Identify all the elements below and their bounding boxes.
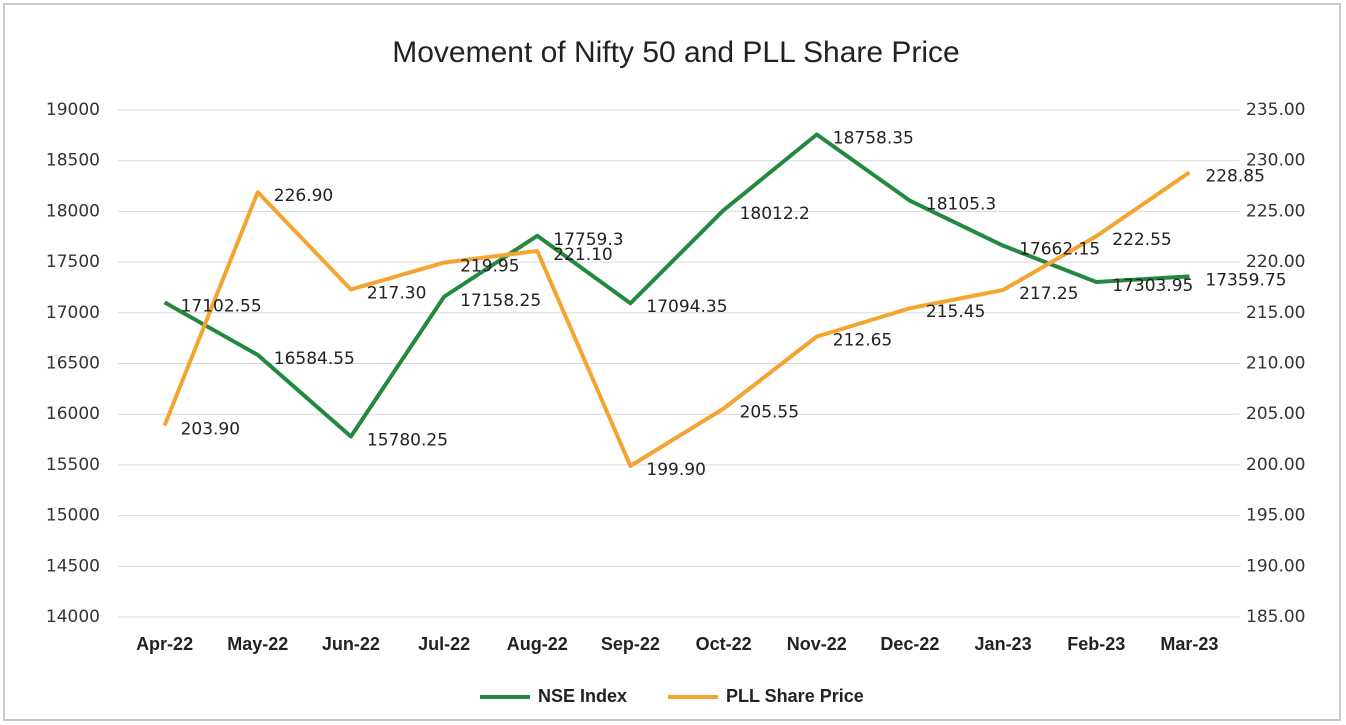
data-label: 17094.35 — [646, 297, 727, 317]
data-label: 221.10 — [553, 245, 612, 265]
data-label: 217.25 — [1019, 284, 1078, 304]
x-tick-label: Jan-23 — [975, 634, 1032, 654]
y2-tick-label: 210.00 — [1246, 354, 1305, 374]
y-tick-label: 16000 — [46, 404, 100, 424]
y-tick-label: 19000 — [46, 100, 100, 120]
y-tick-label: 18500 — [46, 151, 100, 171]
data-label: 228.85 — [1205, 166, 1264, 186]
y2-tick-label: 195.00 — [1246, 506, 1305, 526]
data-label: 219.95 — [460, 257, 519, 277]
y-tick-label: 18000 — [46, 201, 100, 221]
data-label: 215.45 — [926, 302, 985, 322]
x-tick-label: Sep-22 — [601, 634, 660, 654]
y2-tick-label: 215.00 — [1246, 303, 1305, 323]
data-label: 222.55 — [1112, 230, 1171, 250]
data-label: 17759.3 — [553, 230, 623, 250]
x-tick-label: Jul-22 — [418, 634, 470, 654]
data-label: 18758.35 — [833, 129, 914, 149]
data-label: 17662.15 — [1019, 240, 1100, 260]
y2-tick-label: 190.00 — [1246, 556, 1305, 576]
x-tick-label: Nov-22 — [787, 634, 847, 654]
series-line — [162, 170, 1191, 468]
x-tick-label: Feb-23 — [1067, 634, 1125, 654]
data-label: 17359.75 — [1205, 270, 1286, 290]
x-tick-label: Dec-22 — [880, 634, 939, 654]
data-label: 15780.25 — [367, 430, 448, 450]
x-tick-label: Jun-22 — [322, 634, 380, 654]
data-label: 18012.2 — [740, 204, 810, 224]
x-tick-label: Oct-22 — [696, 634, 752, 654]
chart-frame — [3, 3, 1341, 721]
data-label: 203.90 — [181, 419, 240, 439]
data-label: 17303.95 — [1112, 276, 1193, 296]
data-label: 199.90 — [646, 460, 705, 480]
data-label: 205.55 — [740, 403, 799, 423]
data-label: 16584.55 — [274, 349, 355, 369]
y-tick-label: 15000 — [46, 506, 100, 526]
legend-label: PLL Share Price — [726, 686, 864, 706]
y-tick-label: 17500 — [46, 252, 100, 272]
y-tick-label: 14500 — [46, 556, 100, 576]
data-label: 217.30 — [367, 283, 426, 303]
y-tick-label: 16500 — [46, 354, 100, 374]
y2-tick-label: 220.00 — [1246, 252, 1305, 272]
y2-tick-label: 235.00 — [1246, 100, 1305, 120]
y-tick-label: 14000 — [46, 607, 100, 627]
x-tick-label: Mar-23 — [1160, 634, 1218, 654]
legend-label: NSE Index — [538, 686, 627, 706]
y-tick-label: 17000 — [46, 303, 100, 323]
data-label: 212.65 — [833, 331, 892, 351]
data-label: 226.90 — [274, 186, 333, 206]
x-tick-label: May-22 — [227, 634, 288, 654]
x-tick-label: Aug-22 — [507, 634, 568, 654]
data-label: 17102.55 — [181, 296, 262, 316]
y2-tick-label: 205.00 — [1246, 404, 1305, 424]
y2-tick-label: 200.00 — [1246, 455, 1305, 475]
y2-tick-label: 225.00 — [1246, 201, 1305, 221]
chart-title: Movement of Nifty 50 and PLL Share Price — [392, 36, 960, 69]
data-label: 18105.3 — [926, 195, 996, 215]
y2-tick-label: 185.00 — [1246, 607, 1305, 627]
y-tick-label: 15500 — [46, 455, 100, 475]
y2-tick-label: 230.00 — [1246, 151, 1305, 171]
x-tick-label: Apr-22 — [136, 634, 193, 654]
series-line — [163, 132, 1190, 439]
data-label: 17158.25 — [460, 291, 541, 311]
